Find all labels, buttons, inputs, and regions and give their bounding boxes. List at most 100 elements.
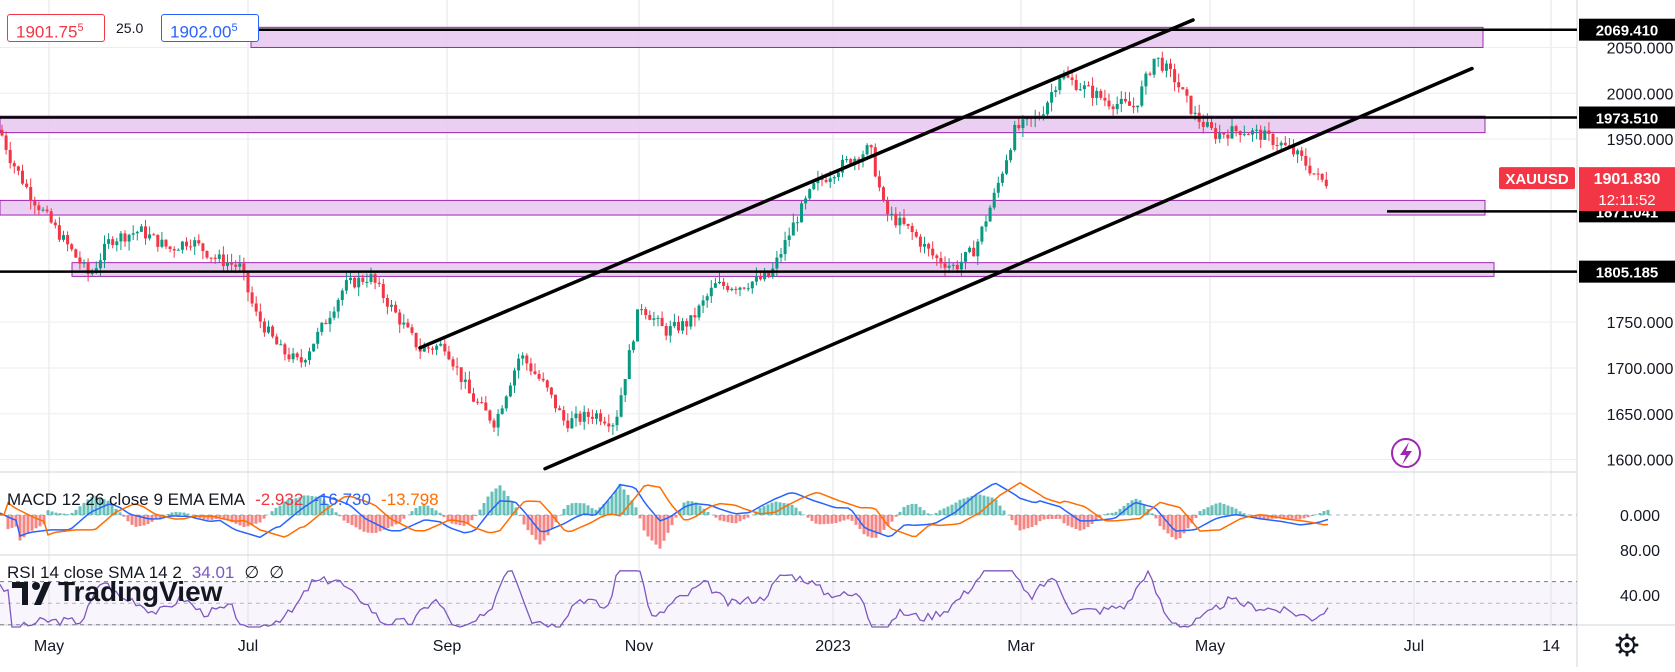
macd-histogram-bar [63,514,66,515]
macd-histogram-bar [67,514,70,515]
indicator-name: MACD 12 26 close 9 EMA EMA [7,490,246,509]
candle-body [5,136,8,150]
macd-histogram-bar [715,515,718,518]
candle-body [640,309,643,310]
candle-body [1058,79,1061,91]
macd-histogram-bar [791,505,794,515]
macd-histogram-bar [55,513,58,515]
macd-histogram-bar [707,512,710,515]
macd-histogram-bar [975,495,978,515]
candle-body [9,150,12,163]
macd-histogram-bar [891,515,894,522]
macd-histogram-bar [187,514,190,515]
macd-histogram-bar [123,515,126,517]
candle-body [1140,86,1143,105]
lightning-icon[interactable] [1392,439,1420,467]
candle-body [197,240,200,243]
candle-body [968,248,971,252]
macd-histogram-bar [1003,510,1006,515]
macd-histogram-bar [503,491,506,515]
macd-histogram-bar [727,515,730,522]
horizontal-levels[interactable] [0,30,1577,272]
candle-body [210,258,213,259]
candle-body [513,370,516,385]
macd-histogram-bar [1103,514,1106,515]
candle-body [25,184,28,187]
candle-body [1304,156,1307,166]
macd-histogram-bar [587,505,590,515]
time-axis-label: Sep [433,638,462,655]
candle-body [1177,82,1180,87]
candle-body [1313,173,1316,174]
candle-body [501,408,504,414]
time-axis-label: May [34,638,64,655]
candle-body [665,326,668,336]
macd-histogram-bar [875,515,878,538]
candle-body [763,273,766,279]
indicator-value: -16.730 [313,490,371,509]
macd-histogram-bar [1083,515,1086,529]
candle-body [353,278,356,288]
candle-body [677,322,680,331]
macd-histogram-bar [1159,515,1162,526]
trend-lines[interactable] [420,20,1472,469]
candle-body [681,321,684,330]
candle-body [406,323,409,328]
macd-histogram-bar [1111,513,1114,515]
candle-body [1317,174,1320,175]
candle-body [378,283,381,284]
candle-body [595,413,598,418]
macd-histogram-bar [651,515,654,541]
macd-histogram-bar [915,504,918,515]
gear-icon[interactable] [1617,635,1637,655]
candle-body [275,337,278,345]
candle-body [1001,174,1004,183]
candle-body [890,214,893,215]
countdown-label: 12:11:52 [1598,192,1655,209]
candle-body [743,288,746,289]
candle-body [1021,119,1024,128]
candle-body [1272,134,1275,145]
candle-body [1132,106,1135,107]
candle-body [472,393,475,401]
candle-body [283,344,286,354]
candle-body [620,395,623,417]
candle-body [1296,150,1299,154]
candle-body [333,312,336,318]
spread-value: 25.0 [116,20,143,36]
tradingview-wordmark: TradingView [58,576,223,607]
buy-price-button[interactable]: 1902.005 [161,14,259,42]
candle-body [628,350,631,379]
candle-body [1255,130,1258,131]
candle-body [878,176,881,187]
candle-body [1046,103,1049,115]
candle-body [915,232,918,237]
macd-histogram-bar [75,510,78,515]
candle-body [361,278,364,282]
sell-price-button[interactable]: 1901.755 [7,14,105,42]
macd-histogram-bar [1051,515,1054,519]
candle-body [398,312,401,324]
candle-body [907,224,910,226]
candle-body [99,260,102,268]
macd-histogram-bar [1211,505,1214,515]
candle-body [374,274,377,283]
candle-body [456,366,459,367]
macd-histogram-bar [131,515,134,525]
macd-histogram-bar [1195,515,1198,518]
candle-body [989,208,992,222]
candle-body [710,288,713,296]
macd-histogram-bar [1047,515,1050,519]
candle-body [948,266,951,268]
candle-body [1226,135,1229,139]
price-axis-label: 1600.000 [1607,453,1674,470]
candle-body [402,323,405,325]
candle-body [189,246,192,247]
time-axis-label: 2023 [815,638,851,655]
candle-body [296,353,299,357]
macd-histogram-bar [1107,513,1110,515]
macd-histogram-bar [571,503,574,515]
